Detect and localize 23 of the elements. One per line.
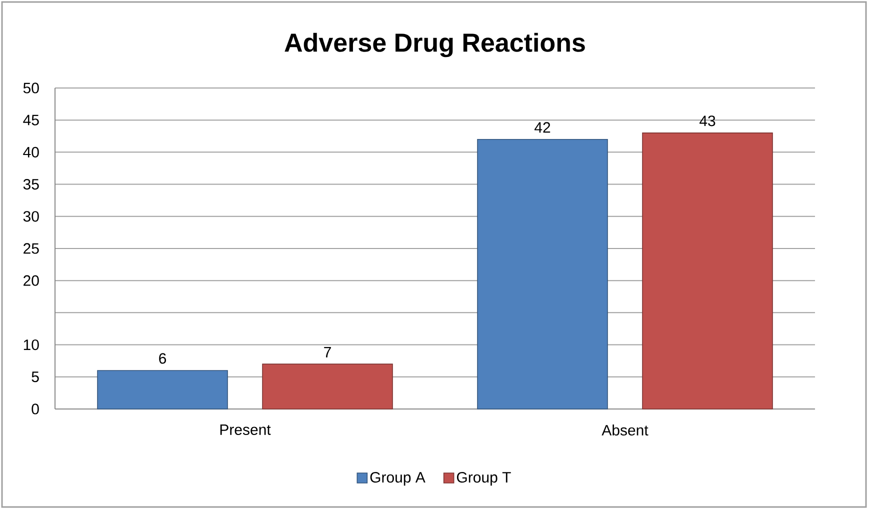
y-tick-label: 30 (23, 211, 39, 222)
legend-label: Group A (370, 472, 426, 486)
bar (642, 132, 773, 410)
y-tick-label: 10 (24, 339, 39, 350)
bar (262, 364, 393, 410)
data-label: 7 (324, 346, 331, 358)
data-label: 43 (700, 116, 716, 126)
y-tick-label: 5 (32, 372, 39, 382)
bar (477, 138, 608, 410)
y-tick-label: 0 (32, 404, 39, 414)
bar (97, 370, 228, 410)
x-tick-label: Absent (602, 424, 648, 436)
y-tick-label: 20 (24, 275, 39, 286)
y-tick-label: 40 (23, 146, 39, 158)
y-tick-label: 45 (23, 114, 39, 126)
data-label: 42 (534, 122, 550, 133)
x-tick-label: Present (220, 424, 271, 435)
y-tick-label: 35 (23, 178, 39, 190)
chart-title: Adverse Drug Reactions (284, 32, 585, 58)
legend-label: Group T (456, 472, 511, 486)
data-label: 6 (159, 353, 166, 364)
y-tick-label: 25 (24, 243, 39, 254)
y-tick-label: 50 (23, 82, 39, 94)
